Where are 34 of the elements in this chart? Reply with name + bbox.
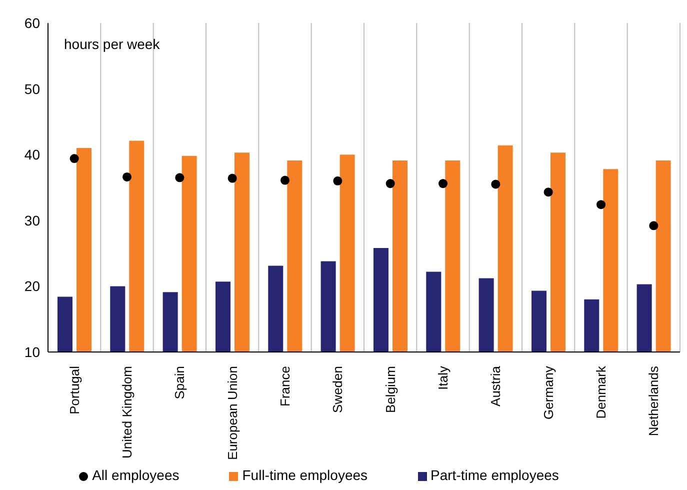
y-tick-label: 60 [24, 14, 40, 31]
x-tick-label: European Union [224, 366, 240, 460]
y-tick-label: 50 [24, 80, 40, 97]
point [491, 180, 500, 189]
x-tick-label: Spain [172, 366, 188, 400]
point [596, 200, 606, 210]
point [649, 221, 658, 230]
x-tick-label: Denmark [594, 366, 608, 419]
x-tick-label: Portugal [66, 366, 82, 414]
x-tick-label: Italy [436, 366, 450, 390]
x-tick-label: Sweden [330, 366, 346, 413]
y-tick-label: 20 [24, 278, 40, 294]
x-tick-label: Germany [540, 366, 556, 420]
x-tick-label: United Kingdom [120, 366, 134, 458]
y-tick-label: 30 [24, 212, 40, 228]
x-tick-label: Belgium [382, 366, 398, 413]
point [280, 176, 290, 185]
point [228, 174, 237, 183]
point [544, 188, 553, 197]
legend-label: All employees [92, 467, 180, 483]
point [122, 172, 132, 182]
point [70, 154, 79, 164]
point [386, 179, 395, 188]
x-tick-label: France [278, 366, 292, 406]
y-tick-label: 40 [24, 146, 40, 163]
y-axis-title: hours per week [64, 36, 160, 52]
point [333, 176, 342, 186]
x-tick-label: Austria [488, 365, 504, 406]
point [438, 179, 448, 188]
legend-label: Part-time employees [430, 467, 559, 483]
y-tick-label: 10 [24, 344, 40, 360]
point [175, 173, 184, 182]
x-tick-label: Netherlands [646, 366, 662, 436]
legend-label: Full-time employees [242, 467, 368, 483]
